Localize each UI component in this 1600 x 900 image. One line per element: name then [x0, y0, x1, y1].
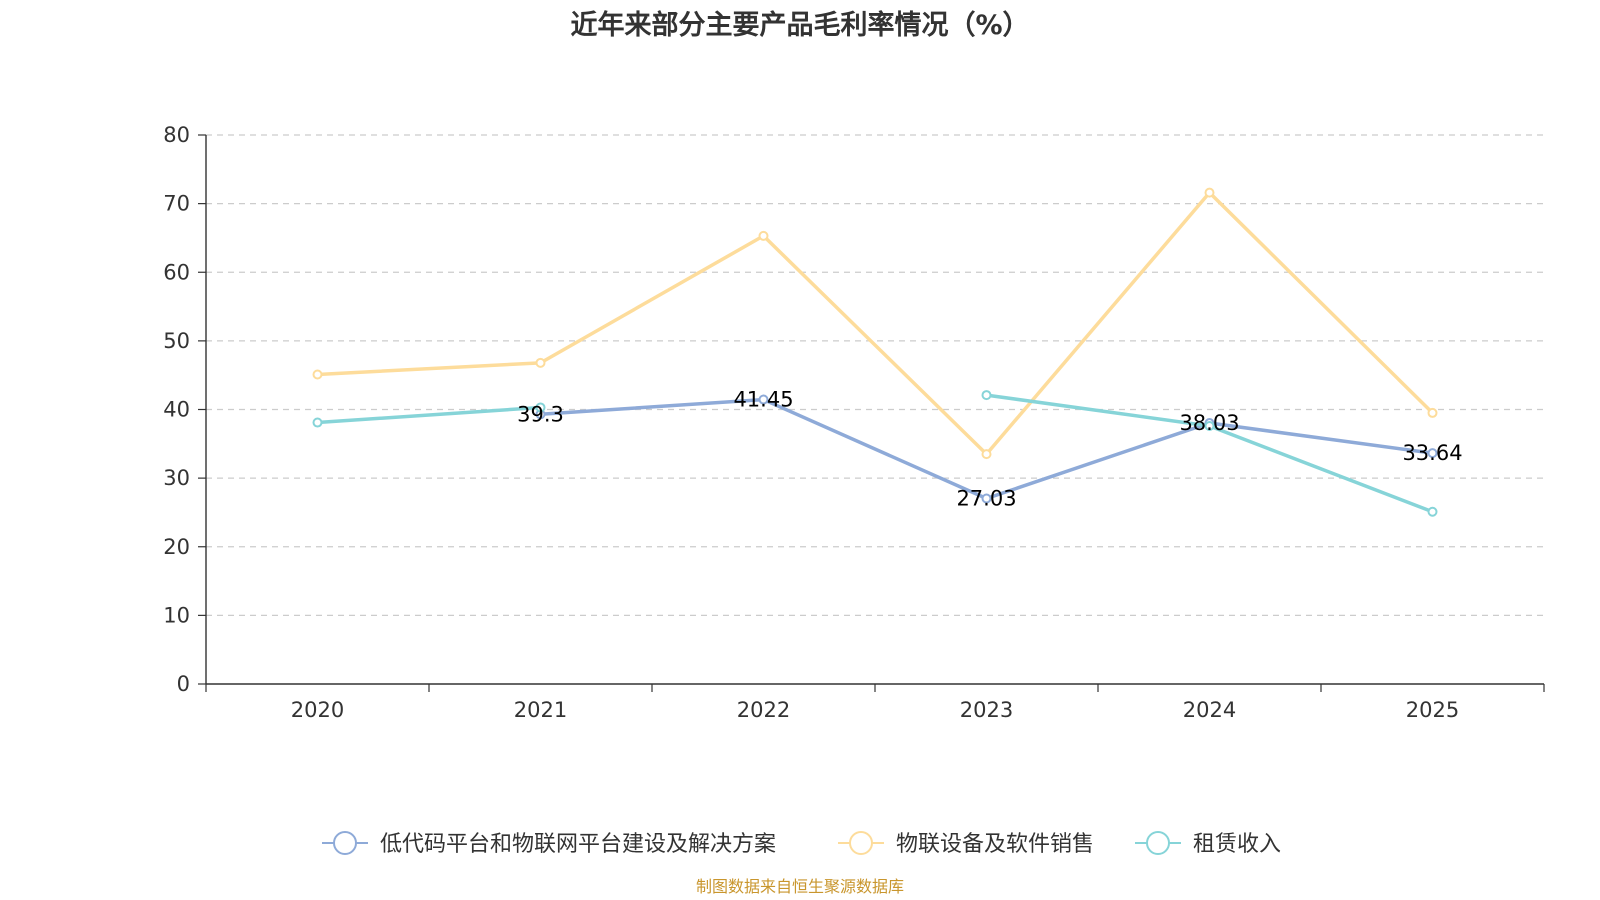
data-label-2021: 39.3 [517, 402, 564, 426]
y-tick-label-0: 0 [177, 672, 190, 696]
y-tick-label-50: 50 [163, 329, 190, 353]
chart-title: 近年来部分主要产品毛利率情况（%） [570, 9, 1029, 41]
series-line-0-seg-0 [538, 397, 1435, 501]
data-point-0-2025[interactable] [1427, 448, 1438, 459]
data-label-2025: 33.64 [1402, 441, 1462, 465]
data-label-2024: 38.03 [1179, 411, 1239, 435]
x-tick-label-2025: 2025 [1406, 698, 1459, 722]
grid-lines [206, 134, 1544, 616]
legend-marker-1[interactable] [849, 831, 873, 855]
source-note: 制图数据来自恒生聚源数据库 [696, 877, 904, 896]
legend-label-2[interactable]: 租赁收入 [1193, 832, 1281, 857]
series-layer [312, 187, 1438, 517]
y-tick-label-30: 30 [163, 466, 190, 490]
data-point-1-2025[interactable] [1427, 407, 1438, 418]
y-tick-label-60: 60 [163, 260, 190, 284]
legend-label-1[interactable]: 物联设备及软件销售 [896, 832, 1094, 857]
data-label-2023: 27.03 [956, 487, 1016, 511]
x-tick-label-2021: 2021 [514, 698, 567, 722]
y-tick-label-40: 40 [163, 398, 190, 422]
y-tick-label-20: 20 [163, 535, 190, 559]
data-point-1-2020[interactable] [312, 369, 323, 380]
x-tick-label-2022: 2022 [737, 698, 790, 722]
data-point-2-2021[interactable] [535, 402, 546, 413]
y-tick-label-70: 70 [163, 192, 190, 216]
legend-label-0[interactable]: 低代码平台和物联网平台建设及解决方案 [380, 832, 776, 857]
data-point-1-2024[interactable] [1204, 187, 1215, 198]
series-line-1-seg-0 [315, 190, 1435, 456]
data-point-2-2024[interactable] [1204, 420, 1215, 431]
y-tick-label-80: 80 [163, 123, 190, 147]
series-line-2-seg-0 [315, 405, 543, 425]
data-point-0-2022[interactable] [758, 394, 769, 405]
data-point-0-2023[interactable] [981, 493, 992, 504]
data-point-1-2023[interactable] [981, 449, 992, 460]
x-tick-label-2023: 2023 [960, 698, 1013, 722]
data-point-1-2022[interactable] [758, 230, 769, 241]
x-tick-label-2020: 2020 [291, 698, 344, 722]
data-point-1-2021[interactable] [535, 357, 546, 368]
x-tick-label-2024: 2024 [1183, 698, 1236, 722]
data-point-2-2023[interactable] [981, 390, 992, 401]
data-point-2-2020[interactable] [312, 417, 323, 428]
data-point-2-2025[interactable] [1427, 506, 1438, 517]
data-labels: 39.3 41.45 27.03 38.03 33.64 [517, 388, 1462, 511]
axes: 0 10 20 30 40 50 60 70 80 2020 2021 2022 2023 2024 202… [163, 123, 1545, 722]
data-label-2022: 41.45 [733, 388, 793, 412]
legend-marker-0[interactable] [333, 831, 357, 855]
legend[interactable]: 低代码平台和物联网平台建设及解决方案 物联设备及软件销售 租赁收入 [322, 831, 1281, 857]
y-tick-label-10: 10 [163, 603, 190, 627]
legend-marker-2[interactable] [1146, 831, 1170, 855]
